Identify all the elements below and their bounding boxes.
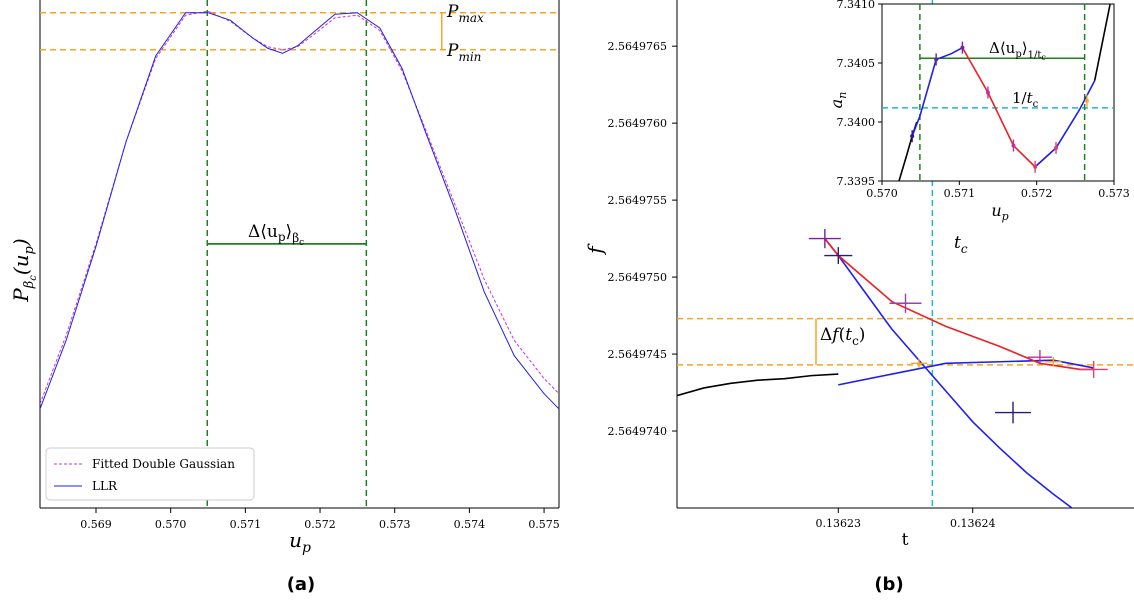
panel-b-label: (b) bbox=[874, 574, 903, 595]
panel-a-x-tick-label: 0.571 bbox=[230, 518, 262, 531]
panel-a-x-tick-label: 0.572 bbox=[304, 518, 336, 531]
panel-b-y-tick-label: 2.5649755 bbox=[608, 194, 668, 207]
inset-x-tick-label: 0.571 bbox=[944, 187, 976, 200]
panel-a: 0.569 0.570 0.571 0.572 0.573 0.574 0.575 up P… bbox=[9, 0, 560, 595]
panel-a-plot bbox=[40, 0, 559, 508]
panel-a-x-tick-label: 0.569 bbox=[80, 518, 112, 531]
panel-b-plot bbox=[677, 0, 1134, 559]
inset-cyan-annotation: 1/tc bbox=[1012, 89, 1039, 110]
pmin-label: Pmin bbox=[446, 41, 481, 64]
inset-point bbox=[985, 90, 990, 95]
panel-b-xlabel: t bbox=[902, 530, 909, 550]
panel-a-x-tick-label: 0.573 bbox=[379, 518, 411, 531]
panel-b-series-2 bbox=[838, 359, 1094, 386]
panel-b-y-tick-label: 2.5649765 bbox=[608, 40, 668, 53]
pmax-label: Pmax bbox=[446, 2, 484, 25]
inset-point bbox=[1084, 98, 1089, 103]
legend-label-fitted: Fitted Double Gaussian bbox=[92, 457, 235, 471]
panel-b-ylabel: f bbox=[583, 243, 607, 256]
inset-point bbox=[1054, 145, 1058, 150]
panel-b-point bbox=[824, 247, 853, 264]
panel-a-x-ticks: 0.569 0.570 0.571 0.572 0.573 0.574 0.575 bbox=[80, 508, 560, 531]
inset-x-tick-label: 0.570 bbox=[866, 187, 898, 200]
inset-point bbox=[1033, 164, 1038, 169]
panel-a-series-1 bbox=[40, 12, 559, 410]
delta-f-annotation: Δf(tc) bbox=[820, 325, 865, 348]
panel-a-x-tick-label: 0.574 bbox=[454, 518, 486, 531]
panel-b-point bbox=[910, 358, 927, 369]
inset-data bbox=[882, 4, 1114, 181]
inset-x-tick-label: 0.572 bbox=[1021, 187, 1053, 200]
inset-point bbox=[1011, 143, 1016, 148]
panel-b-x-tick-label: 0.13624 bbox=[950, 517, 996, 530]
panel-b-series-1 bbox=[824, 238, 1074, 508]
inset-point bbox=[960, 45, 965, 50]
panel-b-y-tick-label: 2.5649760 bbox=[608, 117, 668, 130]
inset-ylabel: an bbox=[827, 92, 849, 109]
panel-b-y-tick-label: 2.5649750 bbox=[608, 271, 668, 284]
inset-x-tick-label: 0.573 bbox=[1098, 187, 1130, 200]
inset-plot: 0.570 0.571 0.572 0.573 7.3395 7.3400 7.3405 7.… bbox=[827, 0, 1130, 223]
inset-y-tick-label: 7.3410 bbox=[837, 0, 876, 11]
panel-b-point bbox=[1079, 361, 1108, 378]
panel-b-point bbox=[995, 401, 1032, 424]
panel-b-series-3 bbox=[1094, 542, 1134, 559]
legend: Fitted Double Gaussian LLR bbox=[45, 447, 255, 501]
inset-y-tick-label: 7.3400 bbox=[837, 116, 876, 129]
panel-b-y-tick-label: 2.5649745 bbox=[608, 348, 668, 361]
legend-box bbox=[45, 447, 255, 501]
panel-b-series-4 bbox=[824, 238, 1094, 371]
inset-y-tick-label: 7.3395 bbox=[837, 175, 876, 188]
panel-a-series-0 bbox=[40, 10, 559, 405]
panel-a-x-tick-label: 0.570 bbox=[155, 518, 187, 531]
panel-a-ylabel: Pβc(up) bbox=[9, 238, 39, 302]
panel-a-label: (a) bbox=[287, 574, 316, 595]
panel-b: 0.13623 0.13624 2.5649740 2.5649745 2.564975… bbox=[583, 0, 1134, 595]
inset-series-1 bbox=[911, 46, 963, 137]
panel-a-xlabel: up bbox=[289, 528, 311, 556]
panel-b-point bbox=[1027, 349, 1052, 365]
panel-b-point bbox=[808, 229, 841, 249]
inset-y-tick-label: 7.3405 bbox=[837, 57, 876, 70]
panel-b-series-0 bbox=[677, 373, 839, 397]
panel-b-ticks: 0.13623 0.13624 2.5649740 2.5649745 2.564975… bbox=[608, 40, 996, 530]
tc-label: tc bbox=[954, 233, 968, 256]
inset-point bbox=[910, 134, 915, 139]
panel-b-point bbox=[1045, 356, 1062, 367]
panel-a-x-tick-label: 0.575 bbox=[528, 518, 560, 531]
panel-b-y-tick-label: 2.5649740 bbox=[608, 425, 668, 438]
inset-point bbox=[934, 57, 939, 62]
inset-frame bbox=[881, 3, 1115, 182]
inset-series-4 bbox=[1093, 4, 1111, 81]
inset-xlabel: up bbox=[991, 201, 1008, 223]
legend-label-llr: LLR bbox=[92, 479, 118, 493]
panel-b-x-tick-label: 0.13623 bbox=[816, 517, 862, 530]
inset-ticks: 0.570 0.571 0.572 0.573 7.3395 7.3400 7.3405 7.… bbox=[837, 0, 1130, 200]
panel-b-point bbox=[889, 293, 922, 313]
